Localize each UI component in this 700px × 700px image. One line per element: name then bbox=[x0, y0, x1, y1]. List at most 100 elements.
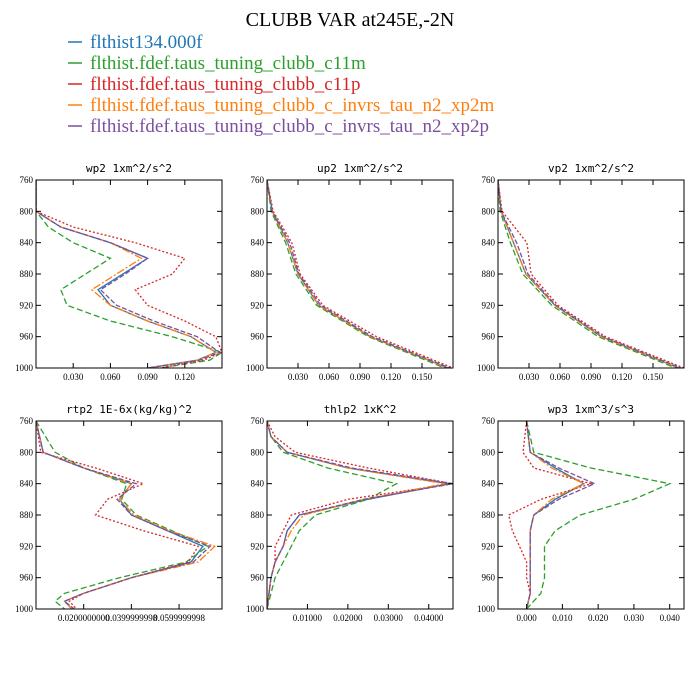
plot-frame bbox=[266, 179, 454, 369]
y-tick-label: 960 bbox=[251, 332, 265, 342]
y-tick-label: 1000 bbox=[246, 604, 265, 614]
series-line-1 bbox=[36, 421, 204, 609]
x-tick-label: 0.0200000000 bbox=[58, 613, 110, 623]
legend-entry: flthist.fdef.taus_tuning_clubb_c_invrs_t… bbox=[90, 116, 489, 137]
x-tick-label: 0.03000 bbox=[374, 613, 404, 623]
y-tick-label: 760 bbox=[20, 416, 34, 426]
y-tick-label: 960 bbox=[20, 332, 34, 342]
x-tick-label: 0.030 bbox=[63, 372, 84, 382]
series-line-2 bbox=[36, 180, 222, 368]
y-tick-label: 880 bbox=[482, 510, 496, 520]
y-tick-label: 920 bbox=[20, 300, 34, 310]
y-tick-label: 920 bbox=[482, 300, 496, 310]
series-group bbox=[498, 180, 684, 368]
y-tick-label: 800 bbox=[251, 206, 265, 216]
y-tick-label: 840 bbox=[482, 238, 496, 248]
series-group bbox=[267, 421, 453, 609]
x-tick-label: 0.000 bbox=[516, 613, 537, 623]
series-line-1 bbox=[525, 421, 586, 609]
panel-4: 760 800 840 880 920 960 1000 0.02000000000.0399… bbox=[15, 403, 223, 623]
y-tick-label: 800 bbox=[482, 447, 496, 457]
x-tick-label: 0.060 bbox=[100, 372, 121, 382]
series-group bbox=[36, 180, 222, 368]
x-tick-label: 0.120 bbox=[175, 372, 196, 382]
series-line-3 bbox=[267, 421, 453, 609]
legend-entry: flthist.fdef.taus_tuning_clubb_c11m bbox=[90, 53, 366, 74]
panel-title: rtp2 1E-6x(kg/kg)^2 bbox=[66, 403, 192, 416]
x-tick-label: 0.01000 bbox=[293, 613, 323, 623]
x-tick-label: 0.060 bbox=[550, 372, 571, 382]
series-line-2 bbox=[36, 421, 209, 609]
x-tick-label: 0.120 bbox=[612, 372, 633, 382]
y-tick-label: 880 bbox=[251, 269, 265, 279]
plot-frame bbox=[497, 420, 685, 610]
y-tick-label: 760 bbox=[251, 416, 265, 426]
x-tick-label: 0.0399999998 bbox=[106, 613, 158, 623]
panel-title: up2 1xm^2/s^2 bbox=[317, 162, 403, 175]
plot-frame bbox=[35, 420, 223, 610]
panel-1: 760 800 840 880 920 960 1000 0.030 0.060 0.090 0.1… bbox=[15, 162, 223, 382]
series-line-2 bbox=[267, 421, 399, 609]
panel-title: wp2 1xm^2/s^2 bbox=[86, 162, 172, 175]
legend-entry: flthist134.000f bbox=[90, 32, 203, 53]
x-tick-label: 0.150 bbox=[412, 372, 433, 382]
panels: 760 800 840 880 920 960 1000 0.030 0.060 0.090 0.1… bbox=[15, 162, 685, 623]
x-tick-label: 0.030 bbox=[624, 613, 645, 623]
x-tick-label: 0.150 bbox=[643, 372, 664, 382]
y-tick-label: 840 bbox=[251, 479, 265, 489]
series-line-4 bbox=[36, 421, 217, 609]
y-tick-label: 840 bbox=[482, 479, 496, 489]
panel-title: vp2 1xm^2/s^2 bbox=[548, 162, 634, 175]
x-tick-label: 0.090 bbox=[350, 372, 371, 382]
x-tick-label: 0.02000 bbox=[333, 613, 363, 623]
x-tick-label: 0.020 bbox=[588, 613, 609, 623]
series-line-1 bbox=[267, 180, 449, 368]
x-tick-label: 0.030 bbox=[519, 372, 540, 382]
series-line-4 bbox=[267, 180, 449, 368]
series-line-5 bbox=[267, 180, 451, 368]
x-tick-label: 0.090 bbox=[137, 372, 158, 382]
plot-frame bbox=[266, 420, 454, 610]
series-line-2 bbox=[498, 180, 676, 368]
series-line-4 bbox=[267, 421, 446, 609]
y-tick-label: 960 bbox=[251, 573, 265, 583]
panel-title: wp3 1xm^3/s^3 bbox=[548, 403, 634, 416]
series-group bbox=[36, 421, 217, 609]
y-tick-label: 760 bbox=[482, 175, 496, 185]
y-tick-label: 840 bbox=[251, 238, 265, 248]
y-tick-label: 1000 bbox=[477, 604, 496, 614]
y-tick-label: 920 bbox=[251, 541, 265, 551]
panel-6: 760 800 840 880 920 960 1000 0.000 0.010 0.020 0.0… bbox=[477, 403, 685, 623]
series-line-3 bbox=[36, 180, 222, 368]
panel-5: 760 800 840 880 920 960 1000 0.01000 0.02000 0.03… bbox=[246, 403, 454, 623]
series-line-3 bbox=[498, 180, 684, 368]
legend-entry: flthist.fdef.taus_tuning_clubb_c_invrs_t… bbox=[90, 95, 494, 116]
y-tick-label: 760 bbox=[20, 175, 34, 185]
series-group bbox=[267, 180, 453, 368]
y-tick-label: 880 bbox=[20, 269, 34, 279]
series-line-5 bbox=[525, 421, 597, 609]
y-tick-label: 920 bbox=[482, 541, 496, 551]
y-tick-label: 1000 bbox=[15, 363, 34, 373]
y-tick-label: 760 bbox=[251, 175, 265, 185]
series-line-3 bbox=[36, 421, 200, 609]
y-tick-label: 840 bbox=[20, 238, 34, 248]
x-tick-label: 0.040 bbox=[660, 613, 681, 623]
series-group bbox=[507, 421, 672, 609]
y-tick-label: 920 bbox=[20, 541, 34, 551]
y-tick-label: 800 bbox=[20, 447, 34, 457]
y-tick-label: 1000 bbox=[15, 604, 34, 614]
y-tick-label: 800 bbox=[20, 206, 34, 216]
y-tick-label: 800 bbox=[482, 206, 496, 216]
plot-frame bbox=[35, 179, 223, 369]
series-line-4 bbox=[498, 180, 680, 368]
figure-title: CLUBB VAR at245E,-2N bbox=[246, 9, 455, 31]
series-line-4 bbox=[525, 421, 586, 609]
y-tick-label: 800 bbox=[251, 447, 265, 457]
panel-title: thlp2 1xK^2 bbox=[324, 403, 397, 416]
x-tick-label: 0.120 bbox=[381, 372, 402, 382]
series-line-2 bbox=[525, 421, 672, 609]
y-tick-label: 880 bbox=[482, 269, 496, 279]
x-tick-label: 0.010 bbox=[552, 613, 573, 623]
series-line-5 bbox=[267, 421, 453, 609]
